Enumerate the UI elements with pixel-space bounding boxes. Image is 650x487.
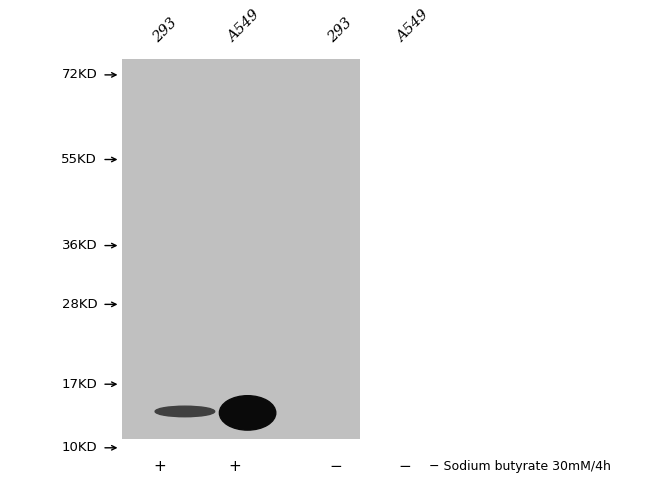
Text: −: − <box>329 459 342 474</box>
Text: 17KD: 17KD <box>61 378 97 391</box>
Text: 293: 293 <box>326 15 355 45</box>
Text: 36KD: 36KD <box>62 239 97 252</box>
Text: A549: A549 <box>395 8 432 45</box>
Text: 293: 293 <box>150 15 179 45</box>
Text: − Sodium butyrate 30mM/4h: − Sodium butyrate 30mM/4h <box>430 460 611 473</box>
Ellipse shape <box>220 395 276 430</box>
Text: +: + <box>229 459 241 474</box>
Text: +: + <box>153 459 166 474</box>
Ellipse shape <box>155 406 214 417</box>
Text: 28KD: 28KD <box>62 298 97 311</box>
Text: 10KD: 10KD <box>62 441 97 454</box>
Text: −: − <box>398 459 411 474</box>
Text: 72KD: 72KD <box>61 68 97 81</box>
Bar <box>122 59 360 439</box>
Text: A549: A549 <box>225 8 262 45</box>
Text: 55KD: 55KD <box>61 153 97 166</box>
